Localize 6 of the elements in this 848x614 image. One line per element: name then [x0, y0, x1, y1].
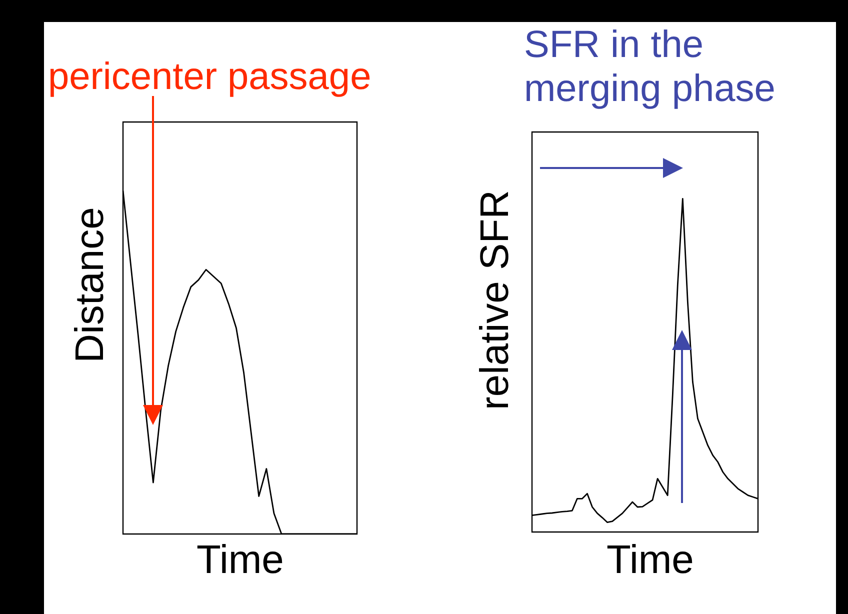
y-axis-title: Distance [68, 207, 112, 363]
y-axis-title: relative SFR [473, 190, 518, 410]
x-axis-title: Time [606, 538, 694, 582]
text: pericenter passage [48, 56, 372, 100]
text: SFR in the merging phase [524, 24, 776, 112]
x-axis-title: Time [196, 538, 284, 582]
